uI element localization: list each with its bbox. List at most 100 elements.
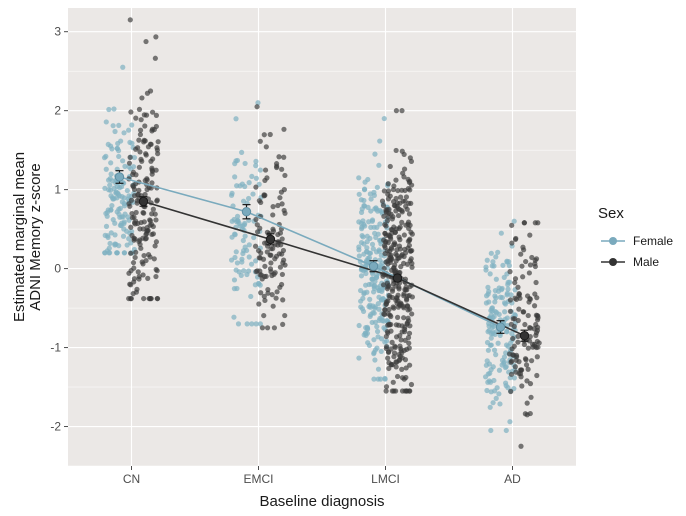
data-point-female — [493, 276, 499, 282]
data-point-male — [383, 388, 389, 394]
data-point-male — [534, 354, 540, 360]
data-point-male — [409, 231, 415, 237]
data-point-male — [389, 339, 395, 345]
data-point-female — [503, 427, 509, 434]
data-point-male — [535, 313, 541, 319]
data-point-male — [131, 193, 138, 199]
data-point-male — [383, 333, 389, 340]
mean-marker-male — [519, 329, 530, 342]
data-point-male — [152, 55, 158, 61]
data-point-female — [376, 237, 383, 244]
data-point-male — [280, 297, 286, 303]
data-point-male — [277, 284, 283, 290]
data-point-male — [138, 117, 144, 123]
data-point-female — [489, 308, 495, 314]
data-point-male — [512, 280, 518, 286]
data-point-male — [517, 371, 524, 377]
data-point-female — [367, 235, 373, 242]
data-point-male — [270, 204, 276, 210]
y-tick-label: 3 — [54, 25, 61, 39]
data-point-female — [121, 130, 127, 136]
mean-marker-female — [495, 320, 506, 334]
data-point-male — [409, 264, 415, 270]
data-point-male — [147, 217, 153, 223]
data-point-male — [385, 311, 391, 317]
data-point-male — [383, 223, 389, 229]
data-point-female — [358, 209, 365, 215]
data-point-male — [131, 235, 137, 241]
data-point-male — [136, 164, 142, 170]
data-point-female — [496, 311, 502, 318]
data-point-male — [406, 211, 413, 217]
data-point-male — [149, 109, 156, 115]
data-point-male — [385, 181, 391, 187]
data-point-female — [363, 249, 370, 255]
data-point-female — [505, 385, 511, 391]
data-point-female — [126, 236, 132, 242]
data-point-male — [262, 297, 268, 304]
data-point-male — [533, 321, 539, 328]
mean-point — [368, 261, 379, 271]
data-point-male — [517, 367, 524, 373]
data-point-male — [258, 290, 264, 296]
data-point-male — [267, 131, 273, 138]
data-point-male — [382, 244, 388, 250]
mean-point — [495, 322, 506, 332]
data-point-female — [370, 289, 377, 295]
data-point-male — [393, 388, 399, 394]
data-point-male — [518, 251, 524, 257]
data-point-male — [281, 154, 287, 160]
data-point-female — [112, 232, 118, 238]
data-point-male — [382, 307, 388, 313]
data-point-female — [370, 276, 376, 282]
data-point-female — [361, 187, 368, 193]
data-point-female — [102, 185, 108, 191]
data-point-male — [153, 273, 159, 280]
data-point-male — [381, 213, 387, 219]
data-point-female — [114, 250, 120, 256]
data-point-female — [105, 177, 112, 183]
data-point-female — [485, 284, 491, 290]
data-point-male — [149, 221, 155, 228]
data-point-female — [129, 122, 135, 128]
data-point-female — [367, 304, 374, 310]
data-point-male — [403, 287, 409, 293]
data-point-female — [488, 427, 494, 434]
data-point-male — [137, 127, 144, 133]
data-point-female — [112, 128, 118, 135]
data-point-male — [387, 294, 393, 300]
data-point-male — [513, 296, 519, 302]
data-point-female — [504, 259, 510, 265]
data-point-male — [138, 245, 144, 251]
data-point-female — [234, 219, 240, 225]
data-point-male — [264, 175, 270, 181]
data-point-female — [103, 119, 109, 125]
data-point-male — [512, 236, 519, 243]
data-point-female — [110, 217, 116, 223]
data-point-female — [248, 293, 254, 300]
data-point-male — [379, 198, 386, 204]
data-point-male — [386, 306, 392, 313]
data-point-female — [494, 385, 500, 391]
data-point-female — [231, 314, 237, 320]
data-point-female — [377, 376, 384, 382]
data-point-male — [395, 212, 402, 219]
data-point-male — [406, 330, 413, 336]
data-point-female — [119, 220, 125, 226]
data-point-female — [382, 339, 388, 345]
data-point-male — [391, 183, 397, 189]
data-point-male — [393, 108, 399, 114]
data-point-male — [141, 139, 147, 145]
x-tick-label: AD — [504, 472, 521, 486]
data-point-male — [390, 379, 396, 385]
data-point-male — [521, 309, 527, 315]
data-point-male — [143, 151, 149, 157]
data-point-male — [133, 249, 139, 255]
data-point-male — [523, 362, 530, 368]
data-point-male — [384, 329, 390, 335]
data-point-male — [141, 219, 147, 225]
data-point-female — [484, 358, 490, 364]
data-point-male — [518, 443, 524, 449]
data-point-female — [108, 171, 114, 177]
data-point-female — [485, 371, 491, 377]
